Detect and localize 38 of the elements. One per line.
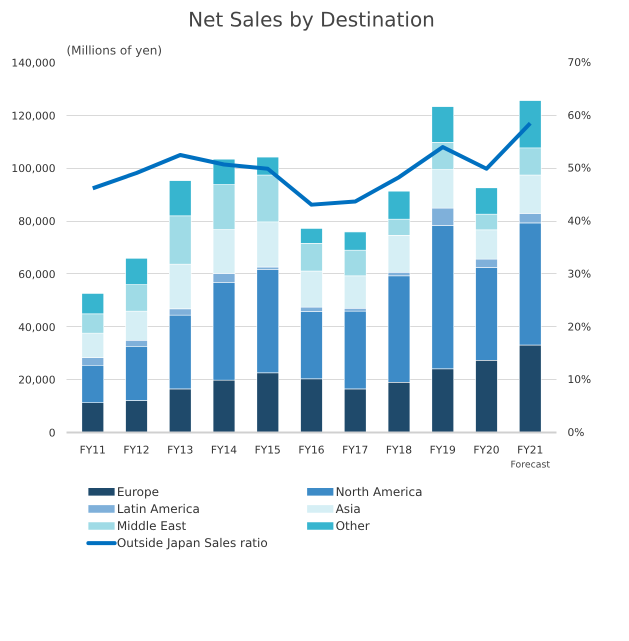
x-tick-label: FY21 — [517, 444, 544, 456]
legend-label: Outside Japan Sales ratio — [116, 536, 268, 550]
y-tick-label: 120,000 — [11, 109, 56, 122]
y2-tick-label: 20% — [568, 320, 592, 334]
x-tick-label: FY13 — [167, 444, 194, 456]
y-tick-label: 40,000 — [18, 320, 56, 334]
y2-tick-label: 10% — [568, 373, 592, 386]
y2-tick-label: 50% — [568, 162, 592, 175]
x-tick-label: FY11 — [80, 444, 106, 456]
y-tick-label: 0 — [48, 426, 56, 440]
x-tick-label: FY18 — [386, 444, 412, 456]
y-tick-label: 80,000 — [18, 215, 56, 228]
legend-label: Latin America — [116, 502, 200, 516]
legend-label: Europe — [116, 484, 160, 499]
y-tick-label: 20,000 — [18, 374, 56, 387]
line-series — [90, 121, 532, 207]
y-tick-label: 100,000 — [11, 162, 56, 176]
y-tick-label: 60,000 — [18, 268, 56, 281]
legend-label: Other — [336, 519, 370, 533]
x-tick-label: FY20 — [473, 444, 500, 456]
legend-label: Asia — [336, 502, 361, 516]
y2-tick-label: 30% — [568, 267, 592, 280]
chart-title: Net Sales by Destination — [188, 8, 435, 32]
x-tick-label: FY12 — [123, 444, 150, 456]
x-tick-label: FY14 — [210, 444, 238, 456]
y-axis-title: (Millions of yen) — [66, 44, 162, 58]
x-tick-label: FY15 — [254, 444, 281, 456]
y2-tick-label: 60% — [568, 108, 592, 122]
x-tick-label: FY19 — [430, 444, 456, 456]
y2-tick-label: 0% — [568, 426, 584, 439]
legend-label: Middle East — [116, 519, 186, 533]
x-tick-label: FY16 — [298, 444, 325, 456]
y2-tick-label: 70% — [568, 56, 592, 69]
legend-label: North America — [336, 484, 422, 499]
y-tick-label: 140,000 — [11, 56, 56, 70]
x-tick-label: FY17 — [342, 444, 368, 456]
text: Forecast — [510, 460, 550, 470]
y2-tick-label: 40% — [568, 214, 592, 228]
